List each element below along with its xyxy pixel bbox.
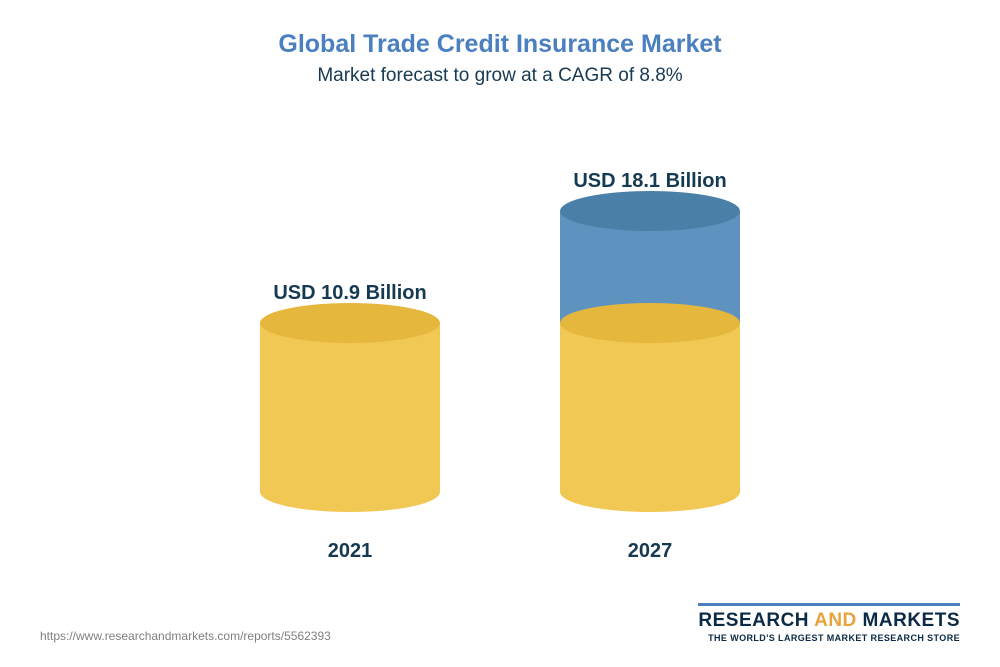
year-label: 2021: [328, 540, 373, 563]
brand-part3: MARKETS: [863, 610, 960, 631]
cylinder: [260, 323, 440, 492]
source-url: https://www.researchandmarkets.com/repor…: [40, 629, 331, 643]
chart-subtitle: Market forecast to grow at a CAGR of 8.8…: [40, 65, 960, 87]
brand-tagline: THE WORLD'S LARGEST MARKET RESEARCH STOR…: [698, 633, 960, 643]
cylinder-segment: [260, 323, 440, 492]
cylinder-bottom: [560, 472, 740, 512]
brand-block: RESEARCH AND MARKETS THE WORLD'S LARGEST…: [698, 603, 960, 643]
chart-area: USD 10.9 Billion 2021 USD 18.1 Billion 2027: [40, 97, 960, 603]
segment-top: [560, 303, 740, 343]
cylinder-top: [260, 303, 440, 343]
value-label: USD 18.1 Billion: [573, 170, 726, 193]
cylinder: [560, 211, 740, 492]
year-label: 2027: [628, 540, 673, 563]
cylinder-bottom: [260, 472, 440, 512]
brand-part2: AND: [814, 610, 862, 631]
cylinder-bar: USD 10.9 Billion 2021: [260, 282, 440, 563]
chart-title: Global Trade Credit Insurance Market: [40, 30, 960, 59]
value-label: USD 10.9 Billion: [273, 282, 426, 305]
segment-body: [260, 323, 440, 492]
cylinder-segment: [560, 323, 740, 492]
chart-container: Global Trade Credit Insurance Market Mar…: [0, 0, 1000, 667]
brand-part1: RESEARCH: [698, 610, 814, 631]
brand-name: RESEARCH AND MARKETS: [698, 603, 960, 632]
footer: https://www.researchandmarkets.com/repor…: [40, 603, 960, 647]
cylinder-bar: USD 18.1 Billion 2027: [560, 170, 740, 563]
segment-body: [560, 323, 740, 492]
